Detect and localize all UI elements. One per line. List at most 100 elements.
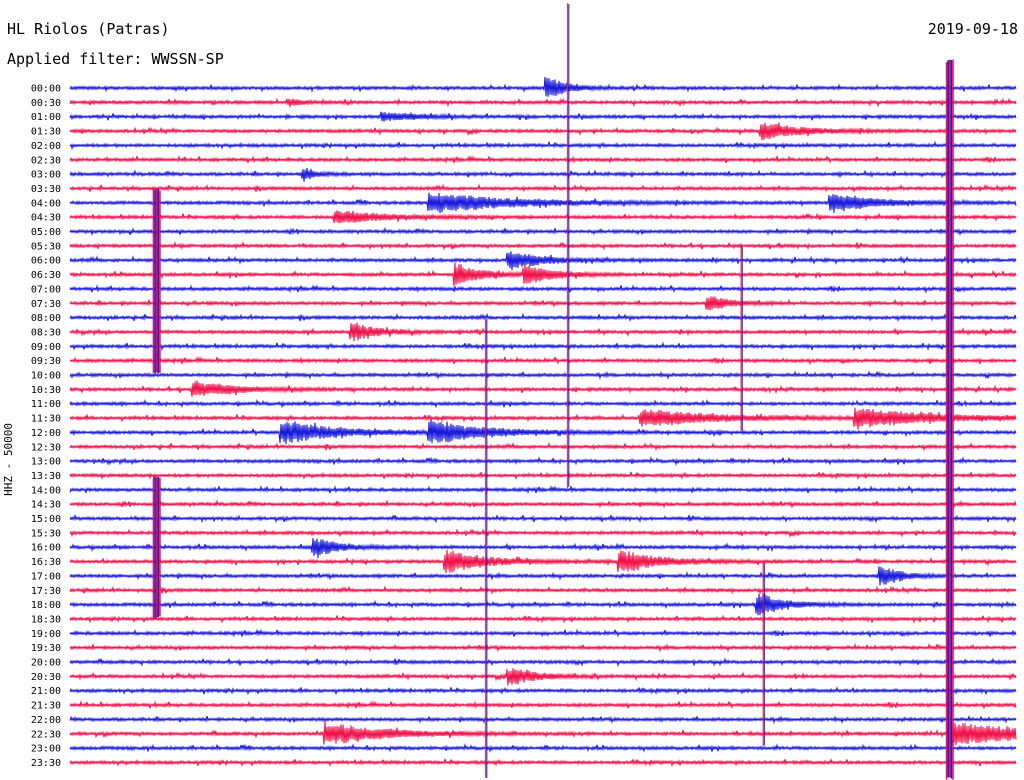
tick-label-1900: 19:00 — [31, 629, 61, 640]
trace-0630 — [69, 262, 1017, 287]
trace-1200 — [69, 419, 1017, 445]
trace-0930 — [69, 355, 1017, 366]
trace-2030 — [69, 668, 1017, 686]
trace-1830 — [69, 614, 1017, 624]
tick-label-0530: 05:30 — [31, 241, 61, 252]
spike-6 — [945, 59, 954, 780]
tick-label-0930: 09:30 — [31, 356, 61, 367]
trace-0730 — [69, 296, 1017, 311]
tick-label-0100: 01:00 — [31, 112, 61, 123]
trace-0200 — [69, 140, 1017, 151]
trace-1030 — [69, 380, 1017, 397]
tick-label-0230: 02:30 — [31, 155, 61, 166]
trace-1600 — [69, 537, 1017, 559]
tick-label-2130: 21:30 — [31, 701, 61, 712]
trace-2000 — [69, 657, 1017, 668]
trace-1100 — [69, 398, 1017, 409]
trace-1400 — [69, 484, 1017, 495]
tick-label-1730: 17:30 — [31, 586, 61, 597]
trace-1230 — [69, 441, 1017, 452]
trace-2100 — [69, 685, 1017, 696]
trace-0600 — [69, 251, 1017, 271]
trace-0700 — [69, 284, 1017, 294]
date-label: 2019-09-18 — [927, 20, 1018, 38]
tick-label-0600: 06:00 — [31, 256, 61, 267]
trace-0500 — [69, 226, 1017, 237]
tick-label-1500: 15:00 — [31, 514, 61, 525]
tick-label-1300: 13:00 — [31, 457, 61, 468]
tick-label-0630: 06:30 — [31, 270, 61, 281]
trace-0530 — [69, 240, 1017, 251]
tick-label-1430: 14:30 — [31, 500, 61, 511]
tick-label-0330: 03:30 — [31, 184, 61, 195]
trace-1130 — [69, 407, 1017, 430]
trace-1900 — [69, 628, 1017, 639]
tick-label-1600: 16:00 — [31, 543, 61, 554]
trace-2130 — [69, 700, 1017, 710]
trace-1300 — [69, 456, 1017, 467]
tick-label-0400: 04:00 — [31, 198, 61, 209]
trace-0000 — [69, 76, 1017, 97]
trace-0330 — [69, 183, 1017, 194]
tick-label-1330: 13:30 — [31, 471, 61, 482]
trace-0130 — [69, 122, 1017, 141]
spike-4 — [740, 246, 743, 432]
trace-1330 — [69, 471, 1017, 481]
trace-0100 — [69, 111, 1017, 122]
tick-label-0300: 03:00 — [31, 170, 61, 181]
tick-label-1130: 11:30 — [31, 414, 61, 425]
tick-label-1830: 18:30 — [31, 614, 61, 625]
tick-label-2330: 23:30 — [31, 758, 61, 769]
tick-label-1400: 14:00 — [31, 485, 61, 496]
trace-1430 — [69, 499, 1017, 510]
tick-label-1930: 19:30 — [31, 643, 61, 654]
filter-label: Applied filter: WWSSN-SP — [7, 50, 224, 68]
tick-label-1700: 17:00 — [31, 571, 61, 582]
trace-1700 — [69, 566, 1017, 586]
tick-label-1800: 18:00 — [31, 600, 61, 611]
trace-0030 — [69, 97, 1017, 108]
tick-label-2300: 23:00 — [31, 744, 61, 755]
tick-label-0130: 01:30 — [31, 127, 61, 138]
trace-2330 — [69, 757, 1017, 768]
tick-label-0800: 08:00 — [31, 313, 61, 324]
seismogram-traces — [69, 3, 1017, 780]
tick-label-1530: 15:30 — [31, 528, 61, 539]
trace-1530 — [69, 528, 1017, 539]
trace-0400 — [69, 192, 1017, 214]
tick-label-0500: 05:00 — [31, 227, 61, 238]
trace-0430 — [69, 210, 1017, 224]
trace-1930 — [69, 642, 1017, 653]
trace-0900 — [69, 341, 1017, 352]
tick-label-2100: 21:00 — [31, 686, 61, 697]
tick-label-0030: 00:30 — [31, 98, 61, 109]
tick-label-1200: 12:00 — [31, 428, 61, 439]
trace-0830 — [69, 322, 1017, 342]
trace-1730 — [69, 585, 1017, 595]
tick-label-1100: 11:00 — [31, 399, 61, 410]
spike-1 — [152, 476, 161, 619]
trace-0230 — [69, 154, 1017, 164]
tick-label-0830: 08:30 — [31, 327, 61, 338]
trace-2230 — [69, 721, 1017, 746]
tick-label-0000: 00:00 — [31, 84, 61, 95]
spike-2 — [567, 3, 570, 489]
time-tick-labels: 00:00 00:30 01:00 01:30 02:00 02:30 03:00 03:30… — [31, 84, 61, 769]
tick-label-0430: 04:30 — [31, 213, 61, 224]
trace-0300 — [69, 168, 1017, 182]
tick-label-2230: 22:30 — [31, 729, 61, 740]
spike-3 — [485, 317, 488, 778]
trace-2200 — [69, 714, 1017, 725]
tick-label-1630: 16:30 — [31, 557, 61, 568]
tick-label-1230: 12:30 — [31, 442, 61, 453]
spike-0 — [152, 188, 161, 374]
tick-label-1000: 10:00 — [31, 371, 61, 382]
trace-0800 — [69, 312, 1017, 323]
trace-1800 — [69, 593, 1017, 616]
trace-1000 — [69, 370, 1017, 380]
tick-label-2000: 20:00 — [31, 658, 61, 669]
trace-2300 — [69, 743, 1017, 754]
trace-1630 — [69, 549, 1017, 574]
station-title: HL Riolos (Patras) — [7, 20, 170, 38]
